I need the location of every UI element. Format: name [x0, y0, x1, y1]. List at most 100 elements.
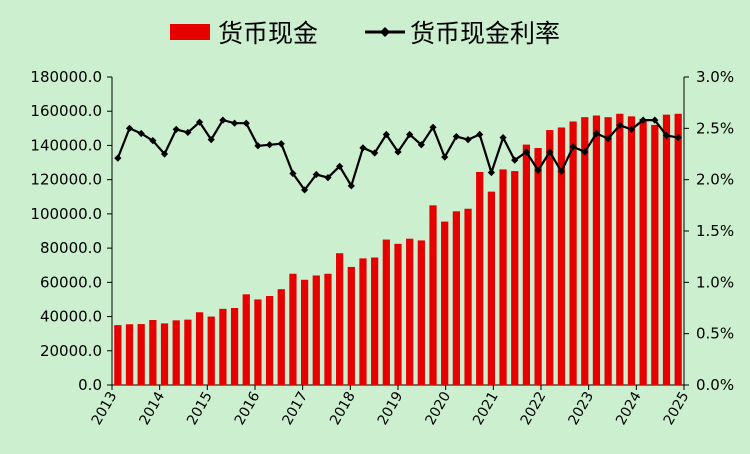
- x-tick-label: 2018: [327, 389, 359, 428]
- rate-point: [382, 130, 390, 139]
- bar: [616, 113, 624, 386]
- y-left-tick-label: 120000.0: [30, 171, 102, 189]
- y-right-tick-label: 2.0%: [696, 171, 734, 189]
- rate-point: [662, 131, 671, 140]
- bar: [149, 319, 157, 385]
- y-right-tick-label: 1.0%: [696, 273, 734, 291]
- y-left-tick-label: 160000.0: [30, 102, 102, 120]
- bar: [546, 130, 554, 385]
- rate-point: [184, 128, 192, 137]
- bar: [312, 275, 320, 385]
- rate-point: [557, 167, 566, 176]
- bar: [569, 121, 577, 385]
- bar: [195, 312, 204, 385]
- bar: [324, 273, 332, 385]
- bar: [639, 118, 647, 385]
- rate-point: [125, 124, 134, 132]
- bar: [300, 279, 309, 385]
- legend-line-marker: [380, 27, 390, 37]
- rate-point: [581, 148, 589, 156]
- x-tick-label: 2016: [232, 389, 264, 428]
- rate-point: [452, 132, 460, 141]
- rate-point: [499, 133, 507, 142]
- rate-point: [301, 186, 309, 194]
- bar: [219, 308, 227, 385]
- x-tick-label: 2013: [89, 389, 121, 428]
- y-right-tick-label: 0.5%: [696, 325, 734, 343]
- rate-point: [160, 150, 169, 158]
- bar: [382, 239, 390, 385]
- rate-point: [371, 149, 379, 157]
- bar: [651, 124, 659, 386]
- rate-point: [230, 119, 239, 127]
- bar: [172, 320, 180, 385]
- y-left-tick-label: 20000.0: [40, 342, 102, 360]
- bar: [476, 171, 484, 385]
- rate-point: [441, 153, 449, 161]
- y-left-tick-label: 0.0: [78, 376, 102, 394]
- bar: [511, 171, 519, 385]
- x-tick-label: 2022: [518, 389, 550, 428]
- bar: [592, 115, 601, 385]
- rate-point: [534, 166, 542, 175]
- y-left-tick-label: 140000.0: [30, 136, 102, 154]
- rate-point: [359, 144, 367, 152]
- rate-point: [312, 170, 320, 179]
- bar: [441, 221, 449, 385]
- y-right-tick-label: 1.5%: [696, 222, 734, 240]
- x-tick-label: 2021: [470, 389, 502, 428]
- bar: [125, 324, 134, 385]
- rate-point: [476, 130, 484, 139]
- bar: [394, 243, 402, 385]
- bar: [662, 114, 671, 386]
- rate-point: [546, 148, 554, 156]
- rate-point: [347, 182, 355, 190]
- bar: [487, 191, 496, 385]
- rate-point: [219, 116, 227, 124]
- bar: [627, 116, 636, 385]
- rate-point: [674, 133, 682, 142]
- rate-point: [137, 129, 145, 138]
- x-tick-label: 2025: [661, 389, 693, 428]
- y-left-tick-label: 60000.0: [40, 273, 102, 291]
- bar: [557, 127, 566, 385]
- legend: 货币现金 货币现金利率: [170, 19, 560, 48]
- line-series: [114, 116, 682, 194]
- bar: [464, 208, 472, 385]
- rate-point: [207, 136, 215, 144]
- bar: [242, 294, 250, 385]
- rate-point: [627, 125, 636, 133]
- y-left-tick-label: 180000.0: [30, 68, 102, 86]
- rate-point: [336, 162, 344, 170]
- rate-point: [172, 125, 180, 133]
- x-tick-label: 2014: [136, 389, 168, 428]
- y-right-tick-label: 0.0%: [696, 376, 734, 394]
- rate-point: [604, 135, 612, 143]
- rate-point: [195, 118, 204, 126]
- rate-point: [242, 119, 250, 127]
- bar: [137, 324, 145, 385]
- rate-point: [394, 148, 402, 156]
- x-tick-label: 2020: [422, 389, 454, 428]
- bar: [289, 273, 297, 385]
- y-right-tick-label: 2.5%: [696, 119, 734, 137]
- rate-point: [429, 123, 437, 131]
- x-tick-label: 2024: [613, 389, 645, 428]
- rate-point: [651, 116, 659, 124]
- rate-point: [592, 129, 601, 138]
- rate-point: [265, 141, 274, 149]
- bar: [452, 211, 460, 385]
- y-left-tick-label: 80000.0: [40, 239, 102, 257]
- y-left-tick-label: 100000.0: [30, 205, 102, 223]
- rate-point: [569, 143, 577, 151]
- bar: [230, 308, 239, 385]
- bar: [522, 144, 531, 385]
- rate-point: [522, 148, 531, 156]
- rate-point: [616, 121, 624, 129]
- x-tick-label: 2017: [279, 389, 311, 428]
- bar: [499, 169, 507, 385]
- rate-point: [406, 130, 414, 139]
- y-right-tick-label: 3.0%: [696, 68, 734, 86]
- rate-point: [417, 141, 425, 149]
